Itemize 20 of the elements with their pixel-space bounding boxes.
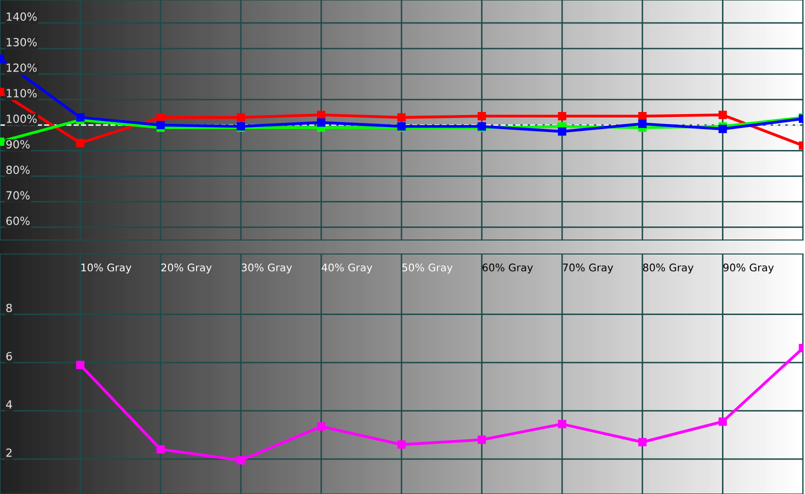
y-tick-label: 100% <box>6 114 37 123</box>
x-tick-label: 30% Gray <box>242 264 292 274</box>
y-tick-label: 8 <box>6 304 12 312</box>
y-tick-label: 120% <box>6 63 37 72</box>
y-tick-label: 130% <box>6 38 37 46</box>
y-tick-label: 90% <box>6 140 30 148</box>
y-tick-label: 2 <box>6 448 12 457</box>
x-tick-label: 60% Gray <box>482 264 533 274</box>
x-tick-label: 10% Gray <box>81 264 132 274</box>
x-tick-label: 80% Gray <box>643 264 694 274</box>
y-tick-label: 6 <box>6 352 12 360</box>
y-tick-label: 80% <box>6 166 30 174</box>
x-tick-label: 20% Gray <box>161 264 212 274</box>
y-tick-label: 4 <box>6 400 12 408</box>
y-tick-label: 60% <box>6 216 30 226</box>
x-tick-label: 70% Gray <box>562 264 614 274</box>
x-tick-label: 50% Gray <box>402 264 453 274</box>
y-tick-label: 110% <box>6 89 37 98</box>
y-tick-label: 70% <box>6 191 30 200</box>
y-tick-label: 140% <box>6 12 37 21</box>
